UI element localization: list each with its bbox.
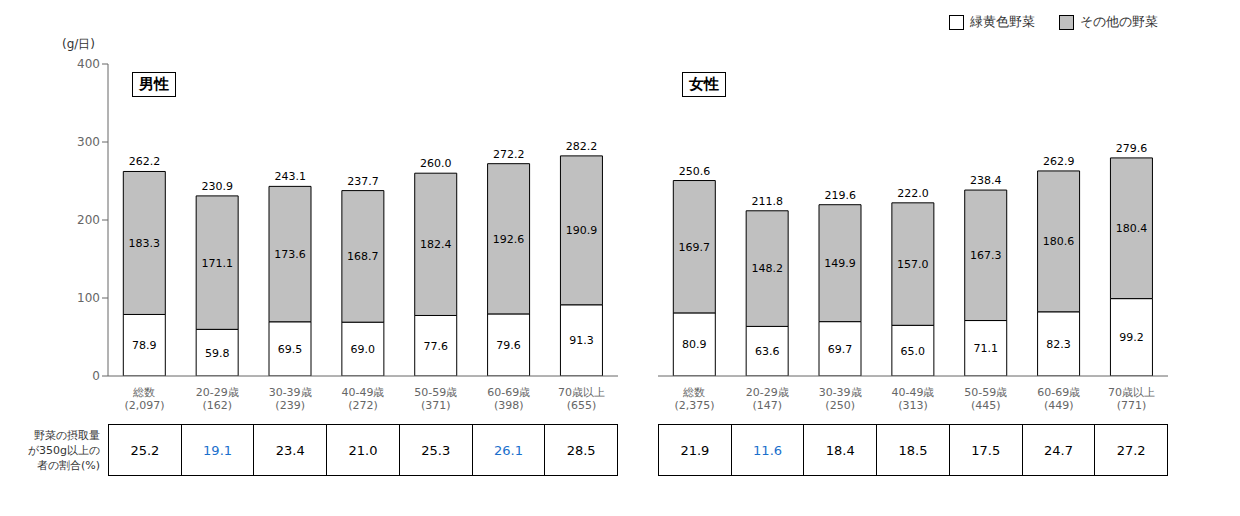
svg-text:70歳以上(655): 70歳以上(655) [558, 386, 605, 412]
html-text:17.5: 17.5 [971, 442, 1001, 458]
html-text:21.9: 21.9 [680, 442, 710, 458]
svg-text:20-29歳(162): 20-29歳(162) [196, 386, 239, 412]
html-text:18.5: 18.5 [898, 442, 928, 458]
svg-text:157.0: 157.0 [897, 258, 929, 271]
html-text:19.1: 19.1 [203, 442, 232, 458]
html-text:11.6: 11.6 [753, 442, 782, 458]
svg-text:91.3: 91.3 [569, 334, 594, 347]
svg-text:70歳以上(771): 70歳以上(771) [1108, 386, 1155, 412]
svg-text:50-59歳(371): 50-59歳(371) [414, 386, 457, 412]
svg-text:173.6: 173.6 [274, 248, 306, 261]
html-text:その他の野菜: その他の野菜 [1080, 14, 1158, 29]
svg-text:182.4: 182.4 [420, 238, 452, 251]
html-text:23.4: 23.4 [275, 442, 305, 458]
svg-text:総数(2,097): 総数(2,097) [124, 386, 164, 412]
svg-text:279.6: 279.6 [1116, 142, 1148, 155]
svg-text:71.1: 71.1 [973, 342, 998, 355]
svg-text:200: 200 [77, 213, 100, 227]
svg-text:78.9: 78.9 [132, 339, 157, 352]
html-text:24.7: 24.7 [1044, 442, 1073, 458]
html-text:18.4: 18.4 [825, 442, 855, 458]
svg-text:80.9: 80.9 [682, 338, 707, 351]
svg-text:168.7: 168.7 [347, 250, 379, 263]
svg-text:167.3: 167.3 [970, 249, 1002, 262]
svg-text:40-49歳(272): 40-49歳(272) [342, 386, 385, 412]
html-text:21.0: 21.0 [348, 442, 378, 458]
svg-text:99.2: 99.2 [1119, 331, 1144, 344]
svg-text:69.0: 69.0 [351, 343, 376, 356]
svg-text:63.6: 63.6 [755, 345, 780, 358]
svg-text:183.3: 183.3 [129, 237, 161, 250]
svg-text:243.1: 243.1 [274, 170, 306, 183]
svg-text:30-39歳(250): 30-39歳(250) [819, 386, 862, 412]
html-text:27.2: 27.2 [1116, 442, 1146, 458]
svg-text:230.9: 230.9 [202, 180, 234, 193]
html-text:緑黄色野菜: 緑黄色野菜 [970, 14, 1035, 29]
svg-text:69.7: 69.7 [828, 343, 853, 356]
svg-text:171.1: 171.1 [201, 257, 233, 270]
svg-text:211.8: 211.8 [752, 195, 784, 208]
svg-text:219.6: 219.6 [824, 189, 856, 202]
html-text:28.5: 28.5 [566, 442, 596, 458]
html-text:(g/日): (g/日) [62, 37, 95, 51]
html-text:が350g以上の: が350g以上の [28, 443, 100, 457]
svg-text:190.9: 190.9 [566, 224, 598, 237]
svg-text:148.2: 148.2 [751, 262, 783, 275]
svg-text:0: 0 [92, 369, 100, 383]
svg-text:20-29歳(147): 20-29歳(147) [746, 386, 789, 412]
svg-text:260.0: 260.0 [420, 157, 452, 170]
svg-text:180.6: 180.6 [1043, 235, 1075, 248]
svg-text:238.4: 238.4 [970, 174, 1002, 187]
svg-text:59.8: 59.8 [205, 347, 230, 360]
svg-text:50-59歳(445): 50-59歳(445) [964, 386, 1007, 412]
svg-text:180.4: 180.4 [1116, 222, 1148, 235]
svg-text:169.7: 169.7 [679, 241, 711, 254]
svg-text:192.6: 192.6 [493, 233, 525, 246]
svg-text:222.0: 222.0 [897, 187, 929, 200]
svg-text:250.6: 250.6 [679, 165, 711, 178]
svg-text:400: 400 [77, 57, 100, 71]
html-text:女性: 女性 [688, 74, 719, 93]
svg-text:149.9: 149.9 [824, 257, 856, 270]
svg-text:40-49歳(313): 40-49歳(313) [892, 386, 935, 412]
svg-text:282.2: 282.2 [566, 140, 598, 153]
svg-text:82.3: 82.3 [1046, 338, 1071, 351]
svg-text:30-39歳(239): 30-39歳(239) [269, 386, 312, 412]
svg-text:60-69歳(449): 60-69歳(449) [1037, 386, 1080, 412]
svg-text:262.2: 262.2 [129, 155, 161, 168]
svg-text:60-69歳(398): 60-69歳(398) [487, 386, 530, 412]
html-text:26.1: 26.1 [494, 442, 523, 458]
svg-text:262.9: 262.9 [1043, 155, 1075, 168]
svg-text:300: 300 [77, 135, 100, 149]
svg-text:272.2: 272.2 [493, 148, 525, 161]
svg-text:237.7: 237.7 [347, 175, 379, 188]
html-text:25.2: 25.2 [130, 442, 160, 458]
svg-text:69.5: 69.5 [278, 343, 303, 356]
svg-text:65.0: 65.0 [901, 345, 926, 358]
svg-text:77.6: 77.6 [423, 340, 448, 353]
svg-text:総数(2,375): 総数(2,375) [674, 386, 714, 412]
html-text:男性: 男性 [138, 74, 169, 93]
svg-text:79.6: 79.6 [496, 339, 521, 352]
html-text:25.3: 25.3 [421, 442, 451, 458]
html-text:者の割合(%): 者の割合(%) [37, 458, 100, 472]
svg-text:100: 100 [77, 291, 100, 305]
html-text:野菜の摂取量: 野菜の摂取量 [34, 428, 100, 442]
